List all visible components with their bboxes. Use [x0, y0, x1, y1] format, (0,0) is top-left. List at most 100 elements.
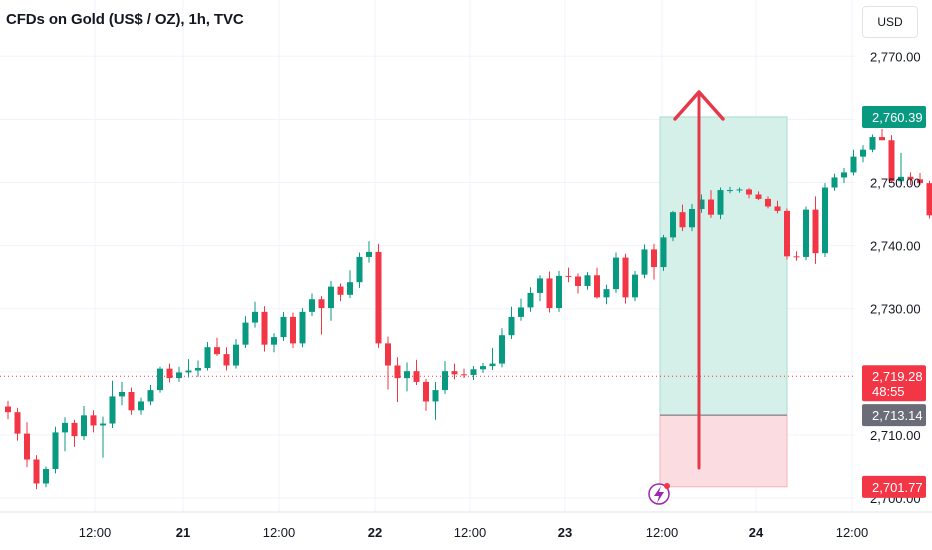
candle-body	[708, 199, 714, 215]
candle-body	[100, 423, 106, 426]
lightning-event-icon[interactable]	[648, 483, 670, 505]
current-price-badge-label: 2,719.28	[872, 369, 923, 384]
time-axis[interactable]: 12:00 21 12:00 22 12:00 23 12:00 24 12:00	[0, 511, 932, 540]
candle-body	[679, 212, 686, 228]
candle-body	[812, 209, 819, 254]
candle-body	[898, 176, 904, 182]
candle-body	[233, 344, 239, 366]
candle-body	[81, 415, 87, 437]
candle-body	[499, 335, 505, 364]
candle-body	[138, 401, 144, 411]
entry-badge-label: 2,713.14	[872, 408, 923, 423]
candle-body	[907, 176, 914, 180]
candle-body	[214, 347, 220, 355]
candle-body	[556, 275, 562, 309]
candle-body	[185, 370, 192, 373]
candle-body	[252, 311, 258, 323]
stop-loss-badge	[862, 475, 926, 498]
candle-body	[698, 199, 705, 210]
candle-body	[831, 177, 838, 188]
candle-body	[309, 299, 315, 312]
candle-body	[584, 275, 591, 286]
candle-body	[603, 289, 610, 298]
candle-body	[5, 406, 11, 413]
candle-body	[651, 249, 657, 268]
candle-body	[195, 368, 201, 371]
candle-body	[318, 299, 325, 309]
stop-loss-badge-label: 2,701.77	[872, 480, 923, 495]
x-tick-label: 12:00	[646, 525, 679, 540]
candle-body	[337, 286, 344, 295]
candle-body	[765, 198, 771, 207]
candlestick-series	[5, 128, 932, 490]
candle-body	[128, 391, 135, 411]
x-tick-label: 22	[368, 525, 382, 540]
candle-body	[119, 391, 125, 397]
candle-body	[565, 275, 572, 277]
candle-body	[527, 292, 534, 308]
candle-body	[356, 256, 363, 283]
candle-body	[432, 390, 439, 402]
candle-body	[822, 187, 828, 254]
candle-body	[575, 276, 581, 286]
target-zone	[659, 116, 788, 416]
take-profit-badge	[862, 105, 926, 128]
candle-body	[62, 422, 68, 433]
candle-body	[613, 257, 619, 290]
candle-body	[888, 140, 895, 182]
candle-body	[261, 311, 268, 345]
candle-body	[746, 189, 752, 195]
y-tick-label: 2,750.00	[870, 176, 921, 191]
current-price-badge	[862, 365, 926, 402]
candle-body	[280, 316, 287, 338]
candle-body	[784, 210, 790, 257]
candle-body	[518, 307, 524, 317]
candle-body	[271, 337, 277, 345]
candle-body	[423, 381, 429, 402]
candle-body	[470, 369, 477, 375]
candle-body	[147, 390, 154, 402]
x-tick-label: 12:00	[836, 525, 869, 540]
candle-body	[755, 194, 762, 199]
candle-body	[385, 343, 391, 366]
chart-overlays	[0, 90, 855, 505]
y-tick-label: 2,710.00	[870, 428, 921, 443]
currency-button[interactable]: USD	[862, 6, 918, 38]
candle-body	[442, 371, 448, 391]
up-arrow-head	[673, 90, 725, 121]
candle-body	[71, 422, 78, 437]
x-tick-label: 21	[176, 525, 190, 540]
candle-body	[717, 190, 724, 215]
candle-body	[24, 433, 30, 460]
candle-body	[394, 365, 401, 379]
candle-body	[157, 368, 163, 391]
candle-body	[14, 412, 21, 434]
candle-body	[242, 322, 249, 345]
candle-body	[917, 179, 923, 184]
candle-body	[546, 278, 553, 309]
x-tick-label: 24	[749, 525, 764, 540]
candle-body	[641, 249, 648, 275]
x-tick-label: 12:00	[263, 525, 296, 540]
candle-body	[290, 316, 296, 344]
candle-body	[90, 415, 97, 426]
candle-body	[404, 371, 410, 379]
candle-body	[841, 172, 847, 178]
candle-body	[879, 137, 885, 141]
candle-body	[347, 282, 353, 295]
y-tick-label: 2,730.00	[870, 302, 921, 317]
candle-body	[43, 468, 49, 484]
candle-body	[480, 366, 486, 370]
candle-body	[375, 251, 382, 344]
x-tick-label: 12:00	[454, 525, 487, 540]
current-price-badge-countdown: 48:55	[872, 384, 905, 399]
candle-body	[803, 209, 809, 257]
candle-body	[860, 149, 866, 157]
candle-body	[109, 396, 116, 424]
candle-body	[727, 190, 733, 192]
candle-body	[594, 275, 600, 298]
candle-body	[176, 372, 182, 379]
candle-body	[736, 189, 743, 191]
